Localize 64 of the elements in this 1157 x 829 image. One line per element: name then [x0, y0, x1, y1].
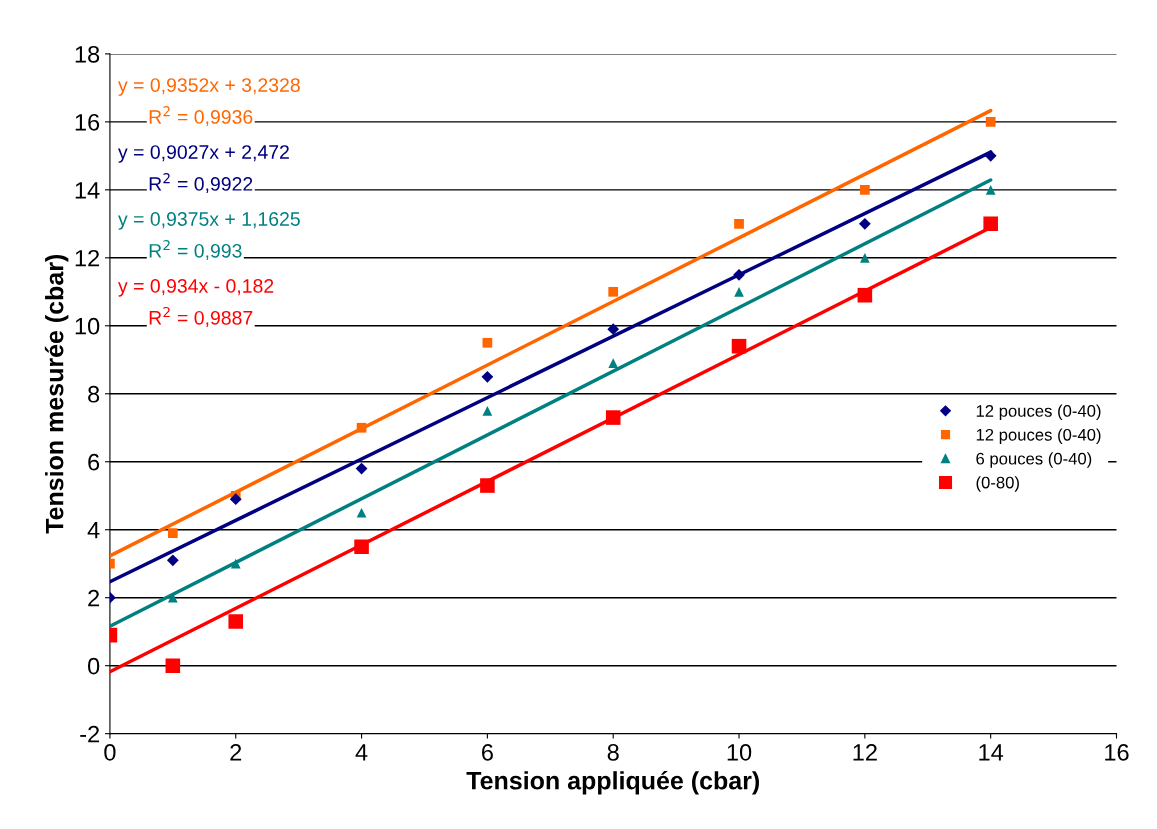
point [984, 149, 997, 162]
point [229, 493, 242, 506]
point [734, 218, 744, 229]
legend-label: 12 pouces (0-40) [976, 428, 1101, 444]
x-tick-label: 12 [853, 744, 877, 761]
point [608, 358, 619, 369]
point [482, 337, 493, 348]
annotation: y = 0,9375x + 1,1625 [118, 212, 300, 230]
point [857, 287, 873, 303]
y-tick-label: 12 [75, 249, 100, 267]
x-tick-label: 10 [727, 744, 752, 761]
annotation: R$^{2}$ = 0,9922 [149, 173, 253, 194]
y-axis-title: Tension mesurée (cbar) [44, 254, 69, 534]
annotation: y = 0,9027x + 2,472 [118, 145, 289, 163]
point [734, 286, 744, 297]
point [356, 507, 367, 518]
point [354, 539, 369, 555]
point [165, 658, 181, 673]
point [983, 216, 998, 232]
point [985, 117, 996, 127]
point [985, 184, 996, 195]
point [607, 323, 620, 336]
point [605, 410, 621, 425]
y-tick-label: 0 [87, 657, 100, 675]
x-tick-label: 0 [104, 744, 116, 761]
x-tick-label: 8 [607, 744, 619, 761]
legend-label: 12 pouces (0-40) [976, 404, 1101, 421]
y-tick-label: 14 [75, 182, 100, 199]
annotation: R$^{2}$ = 0,9936 [149, 106, 253, 127]
x-tick-label: 2 [230, 744, 242, 761]
x-tick-label: 6 [482, 744, 493, 761]
point [858, 217, 871, 230]
point [860, 252, 870, 263]
point [228, 614, 244, 629]
y-tick-label: -2 [80, 725, 100, 743]
annotation: R$^{2}$ = 0,9887 [149, 306, 253, 327]
y-tick-label: 16 [75, 113, 100, 131]
y-tick-label: 8 [88, 385, 100, 403]
point [731, 338, 747, 354]
x-tick-label: 4 [355, 744, 368, 761]
x-tick-label: 16 [1105, 744, 1129, 761]
y-tick-label: 2 [88, 589, 100, 607]
annotation: R$^{2}$ = 0,993 [149, 240, 242, 261]
point [480, 478, 495, 493]
point [355, 462, 368, 475]
y-tick-label: 4 [87, 522, 100, 539]
point [608, 286, 619, 297]
legend-label: 6 pouces (0-40) [976, 452, 1092, 468]
y-tick-label: 6 [88, 453, 100, 471]
point [481, 370, 494, 383]
annotation: y = 0,9352x + 3,2328 [118, 78, 300, 96]
point [860, 184, 870, 195]
x-tick-label: 14 [979, 744, 1004, 761]
point [482, 405, 493, 416]
y-tick-label: 10 [75, 317, 100, 335]
legend-label: (0-80) [976, 476, 1019, 492]
point [166, 554, 179, 567]
point [167, 528, 178, 538]
x-axis-title: Tension appliquée (cbar) [466, 770, 759, 795]
annotation: y = 0,934x - 0,182 [118, 279, 274, 297]
point [733, 268, 745, 281]
point [230, 558, 241, 569]
point [356, 422, 367, 433]
y-tick-label: 18 [75, 45, 100, 63]
